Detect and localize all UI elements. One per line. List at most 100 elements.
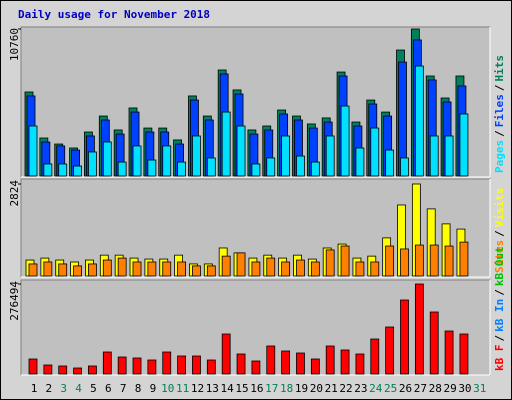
bar (266, 157, 276, 177)
bar (147, 359, 157, 375)
bar (162, 145, 172, 177)
bar (459, 113, 469, 177)
x-tick-label: 23 (354, 382, 367, 395)
bar (355, 147, 365, 177)
bar (28, 125, 38, 177)
bar (117, 356, 127, 375)
bar (192, 265, 201, 277)
bar (43, 364, 53, 375)
bar (147, 261, 157, 277)
bar (400, 299, 409, 375)
bar (281, 350, 291, 375)
bar (385, 245, 395, 277)
x-tick-label: 24 (369, 382, 383, 395)
legend: Sites / Visits (493, 188, 506, 274)
bar (325, 249, 335, 277)
bar (58, 365, 68, 375)
bar (251, 261, 261, 277)
bar (340, 245, 350, 277)
bar (429, 244, 439, 277)
bar (132, 145, 142, 177)
bar (162, 351, 172, 375)
bar (43, 261, 53, 277)
bar (132, 261, 142, 277)
bar (117, 257, 127, 277)
bar (162, 261, 172, 277)
bar (310, 161, 320, 177)
bar (340, 105, 350, 177)
legend-separator: / (493, 335, 506, 342)
legend-entry: Visits (493, 188, 506, 228)
x-tick-label: 30 (458, 382, 471, 395)
bar (325, 345, 335, 375)
bar (400, 157, 409, 177)
x-tick-label: 29 (443, 382, 456, 395)
x-tick-label: 11 (176, 382, 189, 395)
bar (102, 351, 112, 375)
x-tick-label: 4 (75, 382, 82, 395)
x-tick-label: 9 (150, 382, 157, 395)
bar (414, 283, 424, 375)
bar (88, 151, 97, 177)
legend: Pages / Files / Hits (493, 55, 506, 173)
legend-entry: kB Out (493, 246, 506, 286)
x-tick-label: 21 (325, 382, 338, 395)
bar (355, 353, 365, 375)
bar (414, 65, 424, 177)
y-tick-label: 10760 (8, 28, 21, 61)
x-tick-label: 2 (46, 382, 53, 395)
x-tick-label: 13 (206, 382, 219, 395)
plot-area (20, 279, 491, 376)
bar (370, 261, 380, 277)
chart-title: Daily usage for November 2018 (18, 8, 210, 21)
bar (414, 244, 424, 277)
y-tick-label: 276494 (8, 281, 21, 321)
bar (102, 259, 112, 277)
x-tick-label: 3 (60, 382, 67, 395)
bar (281, 261, 291, 277)
bar (73, 265, 82, 277)
legend-entry: Sites (493, 240, 506, 273)
bar (28, 358, 38, 375)
bar (444, 330, 454, 375)
bar (429, 311, 439, 375)
bar (132, 357, 142, 375)
bar (236, 252, 246, 277)
bar (385, 326, 395, 375)
bar (385, 149, 395, 177)
x-tick-label: 7 (120, 382, 127, 395)
bar (266, 345, 276, 375)
x-tick-label: 10 (161, 382, 174, 395)
x-tick-label: 12 (191, 382, 204, 395)
x-tick-label: 19 (295, 382, 308, 395)
x-tick-label: 5 (90, 382, 97, 395)
bar (325, 135, 335, 177)
bar (459, 333, 469, 375)
legend-entry: Pages (493, 140, 506, 173)
bar (192, 355, 201, 375)
x-tick-label: 26 (399, 382, 412, 395)
bar (221, 255, 231, 277)
bar (444, 135, 454, 177)
x-tick-label: 20 (310, 382, 323, 395)
x-tick-label: 1 (31, 382, 38, 395)
x-tick-label: 18 (280, 382, 293, 395)
bar (444, 245, 454, 277)
bar (73, 367, 82, 375)
bar (206, 359, 216, 375)
bar (296, 155, 305, 177)
legend: kB F / kB In / kB Out (493, 246, 506, 371)
legend-entry: Files (493, 94, 506, 127)
bar (236, 125, 246, 177)
bar (206, 265, 216, 277)
x-tick-label: 17 (265, 382, 278, 395)
bar (192, 135, 201, 177)
legend-separator: / (493, 84, 506, 91)
x-tick-label: 16 (250, 382, 263, 395)
bar (266, 257, 276, 277)
bar (58, 163, 68, 177)
x-tick-label: 28 (429, 382, 442, 395)
bar (177, 355, 187, 375)
legend-entry: kB F (493, 345, 506, 372)
bar (251, 360, 261, 375)
